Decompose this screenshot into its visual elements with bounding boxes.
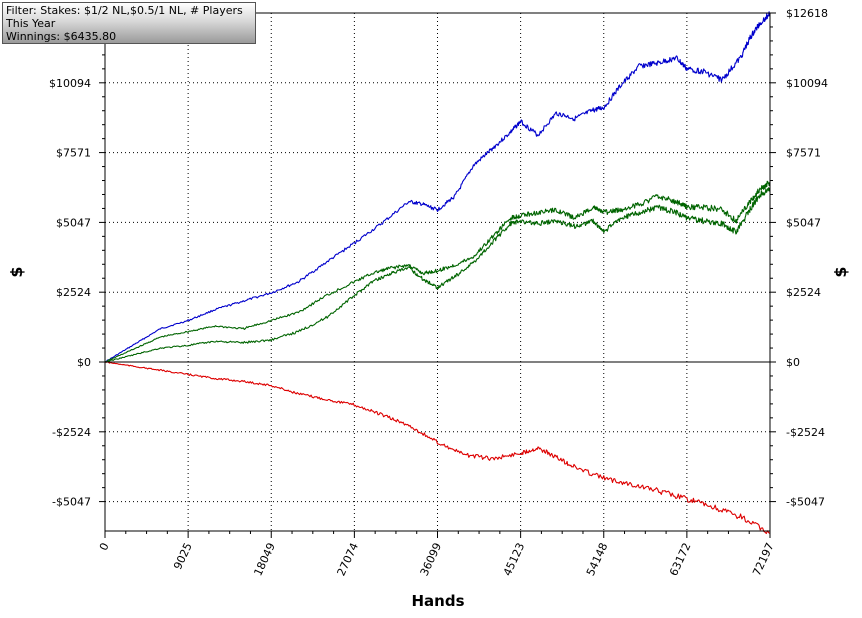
x-tick-label: 45123	[501, 541, 528, 578]
y-tick-label-right: $2524	[786, 286, 821, 299]
y-axis-label-left: $	[7, 266, 26, 277]
series-line-showdown-1	[104, 180, 771, 363]
y-tick-label-left: $5047	[56, 216, 91, 229]
x-tick-label: 9025	[171, 541, 195, 572]
y-tick-label-right: $12618	[786, 7, 828, 20]
grid-lines	[105, 13, 770, 531]
x-tick-label: 0	[97, 541, 112, 553]
x-tick-label: 54148	[584, 541, 611, 578]
x-tick-label: 36099	[418, 541, 445, 578]
axis-ticks	[99, 12, 776, 538]
x-tick-label: 63172	[667, 541, 694, 578]
x-axis-label: Hands	[411, 592, 464, 610]
series-lines	[104, 11, 771, 535]
series-line-non-showdown	[104, 361, 771, 535]
y-tick-label-right: $0	[786, 356, 800, 369]
y-tick-label-left: -$2524	[52, 426, 91, 439]
filter-period-text: This Year	[6, 17, 56, 30]
y-axis-label-right: $	[831, 266, 850, 277]
x-tick-label: 27074	[335, 541, 362, 578]
y-tick-label-left: $7571	[56, 147, 91, 160]
y-tick-label-left: $0	[77, 356, 91, 369]
y-tick-label-right: $7571	[786, 147, 821, 160]
x-tick-label: 18049	[251, 541, 278, 578]
y-tick-label-right: $5047	[786, 216, 821, 229]
filter-info-box: Filter: Stakes: $1/2 NL,$0.5/1 NL, # Pla…	[2, 2, 256, 44]
y-tick-label-right: -$2524	[786, 426, 825, 439]
y-tick-label-left: -$5047	[52, 496, 91, 509]
series-line-winnings	[104, 11, 771, 363]
y-tick-label-left: $2524	[56, 286, 91, 299]
x-tick-label: 72197	[750, 541, 777, 578]
filter-winnings-text: Winnings: $6435.80	[6, 30, 117, 43]
series-line-showdown-2	[104, 187, 771, 363]
y-tick-label-right: -$5047	[786, 496, 825, 509]
y-tick-label-right: $10094	[786, 77, 828, 90]
filter-stakes-text: Filter: Stakes: $1/2 NL,$0.5/1 NL, # Pla…	[6, 4, 243, 17]
y-tick-label-left: $10094	[49, 77, 91, 90]
